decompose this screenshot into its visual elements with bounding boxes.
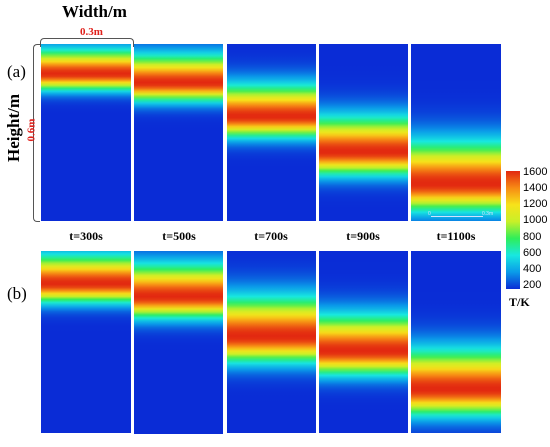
time-label-4: t=900s xyxy=(346,229,380,243)
scale-right-label: 0.3m xyxy=(482,211,494,217)
colorbar-tick-1200: 1200 xyxy=(523,198,548,210)
contour-field xyxy=(134,251,223,434)
colorbar-tick-1000: 1000 xyxy=(523,214,548,226)
temperature-band xyxy=(411,251,501,433)
contour-panel-a-4 xyxy=(319,44,408,221)
time-label-5: t=1100s xyxy=(436,229,476,243)
time-label-3: t=700s xyxy=(254,229,288,243)
time-label-1: t=300s xyxy=(69,229,103,243)
contour-panel-a-2 xyxy=(134,44,223,221)
height-dimension-label: 0.6m xyxy=(25,118,38,142)
contour-panel-b-5 xyxy=(411,251,501,433)
height-axis-title: Height/m xyxy=(4,94,23,162)
contour-field xyxy=(227,44,316,221)
contour-field xyxy=(411,44,501,221)
colorbar-tick-1600: 1600 xyxy=(523,166,548,178)
scale-left-label: 0 xyxy=(428,211,431,217)
contour-field xyxy=(41,44,131,221)
contour-panel-a-1 xyxy=(41,44,131,221)
width-dimension-label: 0.3m xyxy=(80,26,103,38)
colorbar-tick-600: 600 xyxy=(523,247,542,259)
colorbar-ticks: 1600 1400 1200 1000 800 600 400 200 xyxy=(523,166,550,296)
contour-panel-a-3 xyxy=(227,44,316,221)
contour-field xyxy=(319,251,408,433)
colorbar-tick-1400: 1400 xyxy=(523,182,548,194)
width-axis-title: Width/m xyxy=(62,2,127,21)
colorbar-tick-800: 800 xyxy=(523,231,542,243)
contour-panel-b-2 xyxy=(134,251,223,434)
scale-bar xyxy=(431,216,483,217)
contour-panel-b-3 xyxy=(227,251,316,433)
temperature-band xyxy=(41,44,131,221)
row-label-b: (b) xyxy=(7,284,27,303)
temperature-band xyxy=(41,251,131,433)
colorbar-unit: T/K xyxy=(509,295,530,309)
contour-field xyxy=(134,44,223,221)
temperature-band xyxy=(227,44,316,221)
width-bracket xyxy=(40,38,134,47)
contour-field xyxy=(411,251,501,433)
time-label-2: t=500s xyxy=(162,229,196,243)
colorbar xyxy=(506,171,520,289)
contour-panel-b-1 xyxy=(41,251,131,433)
colorbar-tick-400: 400 xyxy=(523,263,542,275)
temperature-band xyxy=(134,44,223,221)
colorbar-gradient xyxy=(506,171,520,289)
colorbar-tick-200: 200 xyxy=(523,279,542,291)
contour-panel-a-5 xyxy=(411,44,501,221)
row-label-a: (a) xyxy=(7,62,26,81)
contour-field xyxy=(319,44,408,221)
height-bracket xyxy=(33,44,40,222)
contour-panel-b-4 xyxy=(319,251,408,433)
temperature-band xyxy=(411,44,501,221)
contour-field xyxy=(41,251,131,433)
temperature-band xyxy=(227,251,316,433)
colorbar-fill xyxy=(506,171,520,289)
temperature-band xyxy=(319,251,408,433)
temperature-band xyxy=(134,251,223,434)
temperature-band xyxy=(319,44,408,221)
contour-field xyxy=(227,251,316,433)
